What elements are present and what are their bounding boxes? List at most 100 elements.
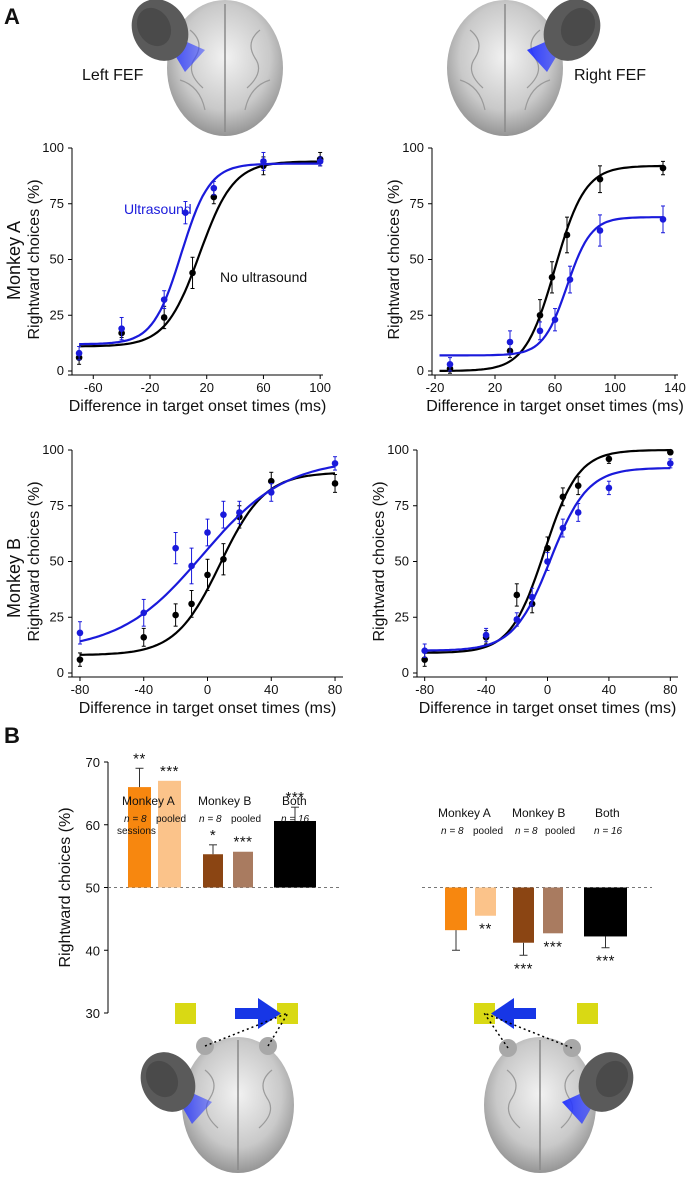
fit-curve-no-ultrasound (79, 160, 321, 348)
data-point-no-ultrasound (140, 634, 148, 641)
target-left-a (175, 1003, 196, 1024)
data-point-ultrasound (551, 316, 559, 324)
x-tick-label: -80 (71, 682, 90, 697)
fit-curve-ultrasound (439, 216, 663, 357)
x-axis-title: Difference in target onset times (ms) (69, 398, 327, 415)
x-axis-title: Difference in target onset times (ms) (79, 700, 337, 717)
x-tick-label: -80 (415, 682, 434, 697)
x-tick-label: 100 (604, 380, 626, 395)
data-point-ultrasound (267, 489, 275, 496)
data-point-ultrasound (566, 276, 574, 283)
right-pooled-a: pooled (473, 826, 503, 837)
right-fef-label: Right FEF (574, 67, 646, 84)
bar (513, 887, 534, 943)
fit-curve-ultrasound (79, 162, 321, 346)
y-tick-label: 25 (50, 609, 64, 624)
bar (543, 887, 563, 934)
x-tick-label: -20 (426, 380, 445, 395)
right-both-label: Both (595, 806, 620, 820)
data-point-no-ultrasound (513, 591, 521, 599)
left-both-label: Both (282, 794, 307, 808)
x-tick-label: -40 (134, 682, 153, 697)
transducer-bottom-right (562, 1052, 634, 1124)
data-point-ultrasound (140, 609, 148, 617)
data-point-ultrasound (316, 158, 324, 165)
x-tick-label: 20 (488, 380, 502, 395)
x-tick-label: 0 (204, 682, 211, 697)
y-axis-title: Rightward choices (%) (26, 179, 43, 339)
y-tick-label: 75 (50, 196, 64, 211)
data-point-ultrasound (210, 184, 218, 192)
data-point-ultrasound (544, 558, 551, 565)
fit-curve-ultrasound (79, 465, 336, 643)
bar (233, 851, 253, 888)
y-tick-label: 0 (417, 363, 424, 378)
left-n8-a: n = 8 (124, 814, 147, 825)
ultrasound-annotation: Ultrasound (124, 201, 192, 217)
data-point-no-ultrasound (659, 164, 667, 172)
right-n8-a: n = 8 (441, 826, 464, 837)
data-point-no-ultrasound (548, 274, 556, 281)
y-tick-label: 25 (410, 307, 424, 322)
left-pooled-a: pooled (156, 814, 186, 825)
panel-b-label: B (4, 723, 20, 748)
arrow-left-icon (491, 998, 536, 1029)
bar-y-tick-label: 70 (86, 755, 100, 770)
data-point-no-ultrasound (210, 193, 218, 201)
significance-stars: *** (543, 938, 562, 955)
y-tick-label: 50 (410, 252, 424, 267)
y-tick-label: 50 (50, 252, 64, 267)
data-point-ultrasound (331, 460, 339, 467)
right-monkey-b-label: Monkey B (512, 806, 565, 820)
data-point-ultrasound (446, 361, 454, 368)
data-point-ultrasound (596, 227, 604, 234)
x-axis-title: Difference in target onset times (ms) (419, 700, 677, 717)
x-tick-label: 140 (664, 380, 686, 395)
data-point-no-ultrasound (172, 611, 179, 619)
data-point-ultrasound (559, 524, 567, 532)
data-point-ultrasound (513, 616, 521, 623)
data-point-ultrasound (421, 647, 428, 654)
y-tick-label: 100 (402, 140, 424, 155)
y-tick-label: 100 (387, 442, 409, 457)
x-tick-label: 40 (602, 682, 616, 697)
x-tick-label: -40 (477, 682, 496, 697)
data-point-ultrasound (659, 216, 667, 223)
y-tick-label: 50 (395, 554, 409, 569)
y-tick-label: 0 (57, 665, 64, 680)
bar (128, 787, 151, 888)
chart-monkey-b-left-fef: 0 25 50 75 100 -80 -40 0 40 80 Difference in targe… (26, 442, 343, 717)
y-tick-label: 100 (42, 442, 64, 457)
data-point-ultrasound (220, 511, 227, 518)
data-point-ultrasound (236, 509, 243, 516)
data-point-no-ultrasound (421, 656, 428, 663)
right-pooled-b: pooled (545, 826, 575, 837)
data-point-no-ultrasound (220, 555, 227, 563)
left-n16: n = 16 (281, 814, 310, 825)
y-tick-label: 25 (395, 609, 409, 624)
x-tick-label: 80 (328, 682, 342, 697)
data-point-ultrasound (75, 349, 83, 357)
bar (203, 854, 223, 888)
data-point-ultrasound (667, 460, 674, 467)
data-point-no-ultrasound (536, 311, 544, 319)
x-tick-label: 20 (199, 380, 213, 395)
data-point-no-ultrasound (267, 477, 275, 485)
significance-stars: *** (596, 953, 615, 970)
x-tick-label: -20 (141, 380, 160, 395)
data-point-no-ultrasound (331, 480, 339, 487)
data-point-no-ultrasound (667, 448, 674, 456)
data-point-no-ultrasound (559, 493, 567, 501)
chart-monkey-a-right-fef: 0 25 50 75 100 -20 20 60 100 140 Difference in tar… (386, 140, 686, 415)
transducer-bottom-left (140, 1052, 212, 1124)
data-point-no-ultrasound (204, 571, 211, 579)
data-point-ultrasound (76, 629, 84, 637)
bar (584, 887, 627, 937)
left-sessions-label: sessions (117, 826, 156, 837)
data-point-no-ultrasound (574, 482, 582, 489)
y-tick-label: 50 (50, 554, 64, 569)
transducer-left-fef (131, 0, 205, 72)
significance-stars: ** (133, 750, 146, 767)
data-point-ultrasound (536, 327, 544, 335)
